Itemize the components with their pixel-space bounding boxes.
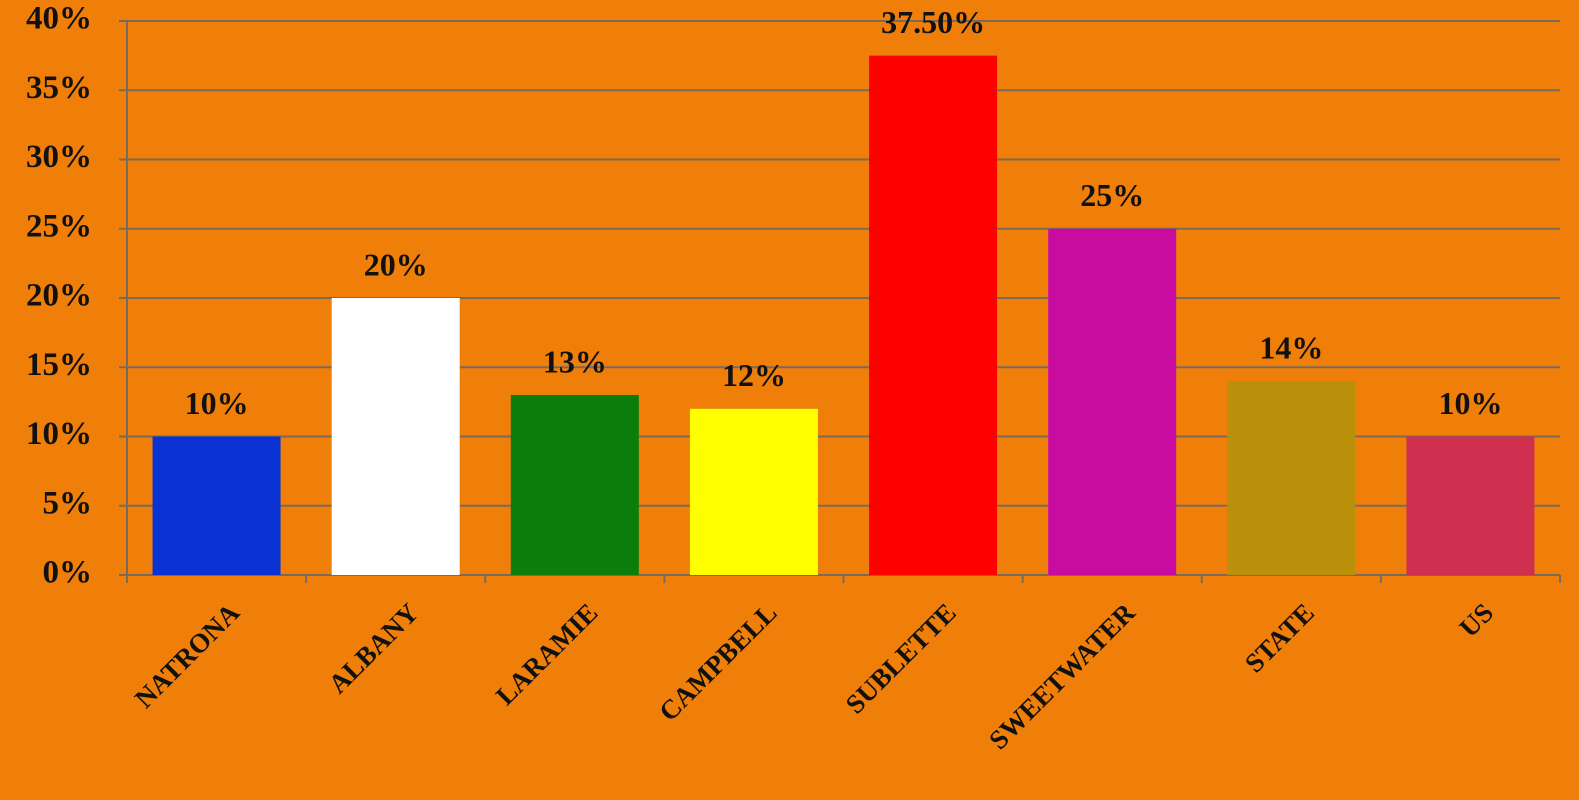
y-tick-label: 15% [26, 347, 92, 383]
bar [1406, 436, 1535, 575]
y-tick-label: 0% [43, 555, 93, 591]
bar [152, 436, 281, 575]
value-label: 37.50% [881, 4, 985, 40]
y-tick-label: 20% [26, 278, 92, 314]
value-label: 20% [364, 246, 428, 282]
y-tick-label: 40% [26, 1, 92, 37]
bar [331, 298, 460, 575]
value-label: 10% [1438, 385, 1502, 421]
bar [510, 394, 639, 575]
value-label: 25% [1080, 177, 1144, 213]
y-tick-label: 35% [26, 70, 92, 106]
value-label: 14% [1259, 329, 1323, 365]
y-tick-label: 25% [26, 208, 92, 244]
bar [869, 55, 998, 575]
bar [1048, 228, 1177, 575]
value-label: 13% [543, 343, 607, 379]
value-label: 12% [722, 357, 786, 393]
bar [689, 408, 818, 575]
bar [1227, 381, 1356, 575]
y-tick-label: 10% [26, 416, 92, 452]
y-tick-label: 30% [26, 139, 92, 175]
value-label: 10% [185, 385, 249, 421]
y-tick-label: 5% [43, 485, 93, 521]
